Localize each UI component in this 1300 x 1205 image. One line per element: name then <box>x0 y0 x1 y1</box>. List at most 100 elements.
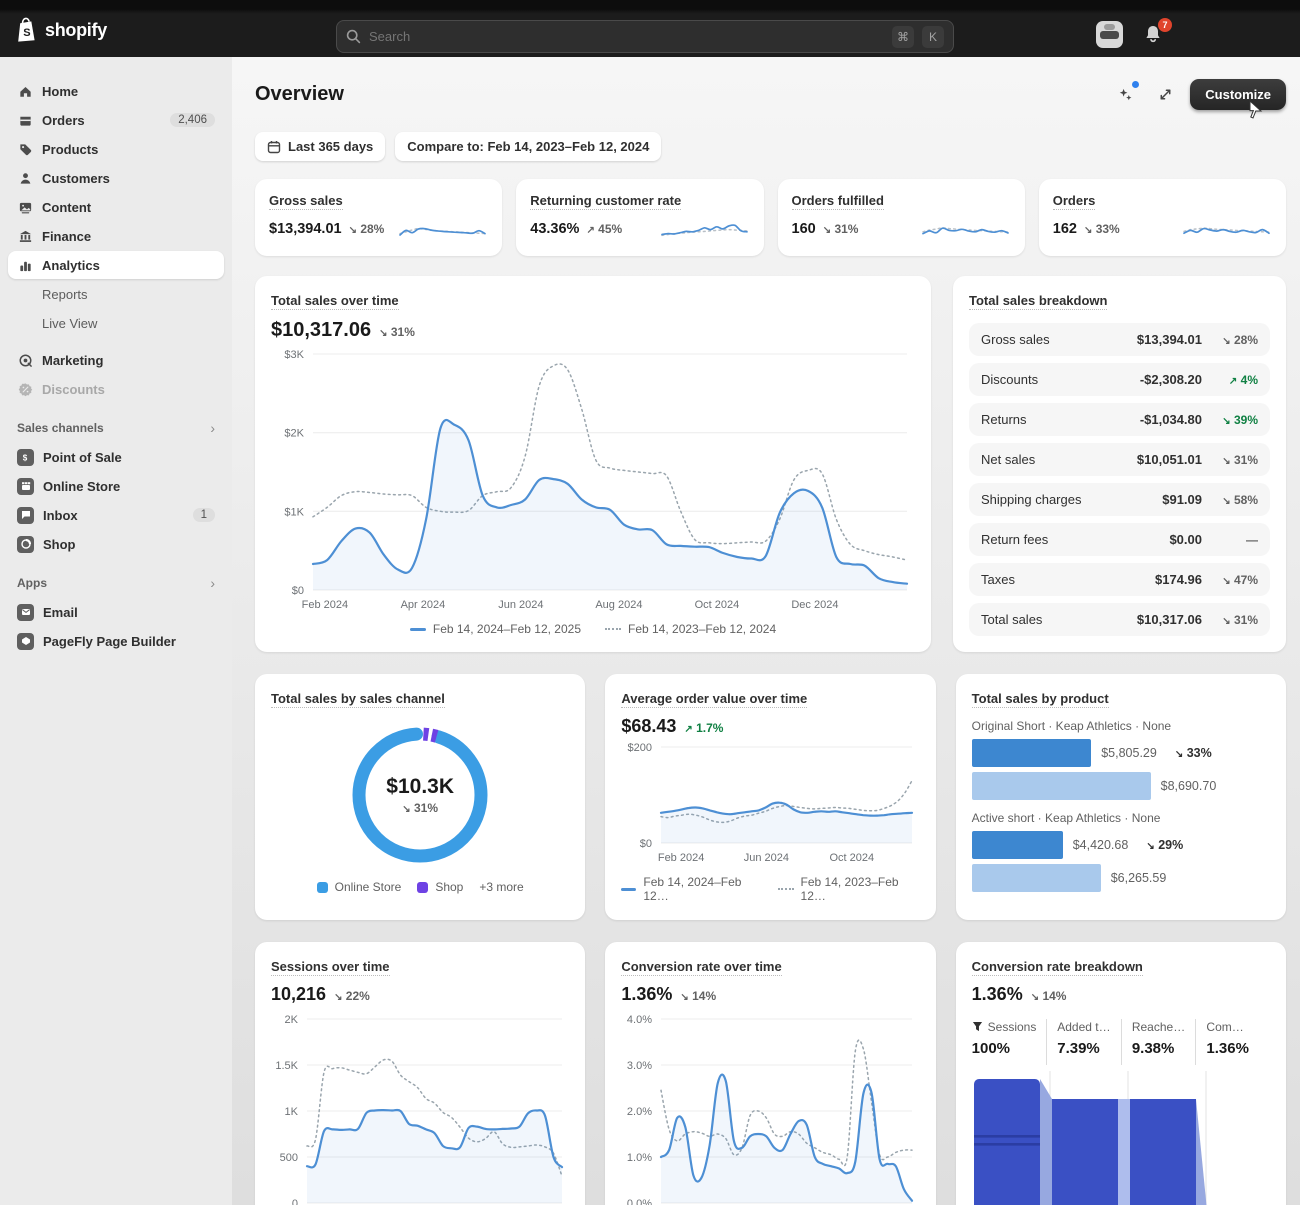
shop-swatch <box>417 881 429 893</box>
metric-value: $13,394.01 <box>269 221 342 237</box>
card-title[interactable]: Total sales breakdown <box>969 293 1108 310</box>
sidebar-item-inbox[interactable]: Inbox 1 <box>8 501 224 529</box>
expand-button[interactable] <box>1150 80 1180 110</box>
customers-icon <box>17 170 33 186</box>
sidebar-item-label: Content <box>42 199 92 215</box>
funnel-step-added-to-cart: Added t… 7.39% <box>1046 1019 1121 1065</box>
donut-center-value: $10.3K <box>386 775 455 798</box>
svg-text:$3K: $3K <box>284 349 304 361</box>
down-arrow-icon: ↘ <box>379 328 388 339</box>
analytics-bars-icon <box>17 257 33 273</box>
sidebar-item-reports[interactable]: Reports <box>8 280 224 308</box>
sales-channels-header[interactable]: Sales channels › <box>8 404 224 443</box>
sidebar-item-shop[interactable]: Shop <box>8 530 224 558</box>
svg-text:$: $ <box>23 453 28 461</box>
sidebar-item-orders[interactable]: Orders 2,406 <box>8 106 224 134</box>
metric-title[interactable]: Orders <box>1052 193 1096 210</box>
svg-text:1.5K: 1.5K <box>275 1060 298 1072</box>
shopify-logo[interactable]: S shopify <box>15 17 107 43</box>
card-title[interactable]: Average order value over time <box>621 691 808 708</box>
svg-text:S: S <box>23 27 30 39</box>
sidebar-item-analytics[interactable]: Analytics <box>8 251 224 279</box>
sidebar-item-home[interactable]: Home <box>8 77 224 105</box>
card-title[interactable]: Sessions over time <box>271 959 390 976</box>
current-period-bar <box>971 831 1063 859</box>
sidebar-item-pagefly[interactable]: PageFly Page Builder <box>8 627 224 655</box>
topbar: S shopify ⌘ K 7 <box>0 0 1300 57</box>
sidebar-item-point-of-sale[interactable]: $ Point of Sale <box>8 443 224 471</box>
date-range-picker[interactable]: Last 365 days <box>255 132 386 161</box>
sidebar-item-customers[interactable]: Customers <box>8 164 224 192</box>
search-input[interactable] <box>369 29 884 44</box>
legend-more[interactable]: +3 more <box>479 880 524 894</box>
orders-icon <box>17 112 33 128</box>
card-title[interactable]: Total sales by product <box>971 691 1109 708</box>
conversion-rate-card: Conversion rate over time 1.36% ↘ 14% 0.… <box>605 942 936 1205</box>
inbox-count-badge: 1 <box>192 508 215 522</box>
section-label: Apps <box>17 576 47 590</box>
sessions-line-chart: 0 500 1K 1.5K 2K <box>275 1014 564 1205</box>
sidebar-item-label: Email <box>43 604 78 620</box>
sidebar-item-content[interactable]: Content <box>8 193 224 221</box>
metric-card-gross-sales[interactable]: Gross sales $13,394.01 ↘ 28% <box>255 179 503 256</box>
conversion-funnel-chart <box>973 1071 1207 1205</box>
funnel-step-reached-checkout: Reache… 9.38% <box>1120 1019 1196 1065</box>
topbar-actions: 7 <box>1096 17 1172 48</box>
finance-bank-icon <box>17 228 33 244</box>
svg-text:Dec 2024: Dec 2024 <box>791 599 838 611</box>
sidebar-item-marketing[interactable]: Marketing <box>8 346 224 374</box>
product-bar-compare: $6,265.59 <box>971 864 1270 892</box>
metric-title[interactable]: Gross sales <box>269 193 343 210</box>
notifications-button[interactable]: 7 <box>1143 17 1172 47</box>
breakdown-row-total-sales: Total sales $10,317.06 ↘ 31% <box>969 603 1270 636</box>
metric-title[interactable]: Returning customer rate <box>530 193 682 210</box>
sparkle-icon <box>1117 86 1134 103</box>
sidebar-item-online-store[interactable]: Online Store <box>8 472 224 500</box>
sidebar-item-label: Customers <box>42 170 110 186</box>
total-sales-breakdown-card: Total sales breakdown Gross sales $13,394… <box>953 276 1286 652</box>
total-sales-over-time-card: Total sales over time $10,317.06 ↘ 31% $… <box>255 276 931 652</box>
sidebar-item-finance[interactable]: Finance <box>8 222 224 250</box>
sparkline-chart <box>1183 227 1270 235</box>
calendar-icon <box>267 140 281 154</box>
sidebar-item-discounts[interactable]: Discounts <box>8 375 224 403</box>
sidebar-item-label: PageFly Page Builder <box>43 633 176 649</box>
sidebar-item-label: Finance <box>42 228 92 244</box>
product-bar-current: $5,805.29 ↘ 33% <box>971 739 1270 767</box>
conversion-value: 1.36% <box>621 984 673 1004</box>
card-title[interactable]: Total sales over time <box>271 293 399 310</box>
card-title[interactable]: Total sales by sales channel <box>271 691 445 708</box>
card-title[interactable]: Conversion rate breakdown <box>971 959 1143 976</box>
shopify-bag-icon: S <box>15 17 38 43</box>
compare-picker[interactable]: Compare to: Feb 14, 2023–Feb 12, 2024 <box>395 132 662 161</box>
section-label: Sales channels <box>17 421 104 435</box>
sidebar-item-live-view[interactable]: Live View <box>8 309 224 337</box>
metric-card-returning-rate[interactable]: Returning customer rate 43.36% ↗ 45% <box>516 179 764 256</box>
email-icon <box>17 603 34 621</box>
solid-line-swatch <box>409 627 426 631</box>
sidebar-item-label: Inbox <box>43 507 78 523</box>
total-sales-line-chart: $0 $1K $2K $3K Feb 2024 Apr 2024 Jun 2024 Aug 2… <box>284 349 909 611</box>
apps-header[interactable]: Apps › <box>8 559 224 598</box>
sidebar-item-products[interactable]: Products <box>8 135 224 163</box>
metric-card-orders-fulfilled[interactable]: Orders fulfilled 160 ↘ 31% <box>777 179 1025 256</box>
customize-button[interactable]: Customize <box>1190 79 1286 110</box>
svg-text:4.0%: 4.0% <box>627 1014 652 1026</box>
down-arrow-icon: ↘ <box>348 225 357 236</box>
legend-current-period: Feb 14, 2024–Feb 12… <box>621 875 762 903</box>
store-avatar[interactable] <box>1096 21 1123 48</box>
card-title[interactable]: Conversion rate over time <box>621 959 782 976</box>
search-icon <box>346 29 361 44</box>
svg-text:1.0%: 1.0% <box>627 1152 652 1164</box>
metric-card-orders[interactable]: Orders 162 ↘ 33% <box>1038 179 1286 256</box>
chevron-right-icon: › <box>210 575 215 591</box>
search-bar[interactable]: ⌘ K <box>336 20 954 53</box>
sidebar-item-label: Live View <box>42 315 98 331</box>
metric-title[interactable]: Orders fulfilled <box>791 193 884 210</box>
insights-button[interactable] <box>1110 80 1140 110</box>
sidebar-item-label: Orders <box>42 112 85 128</box>
conversion-line-chart: 0.0% 1.0% 2.0% 3.0% 4.0% <box>627 1014 914 1205</box>
sidebar-item-email[interactable]: Email <box>8 598 224 626</box>
legend-current-period: Feb 14, 2024–Feb 12, 2025 <box>409 622 581 636</box>
metric-value: 162 <box>1052 221 1077 237</box>
